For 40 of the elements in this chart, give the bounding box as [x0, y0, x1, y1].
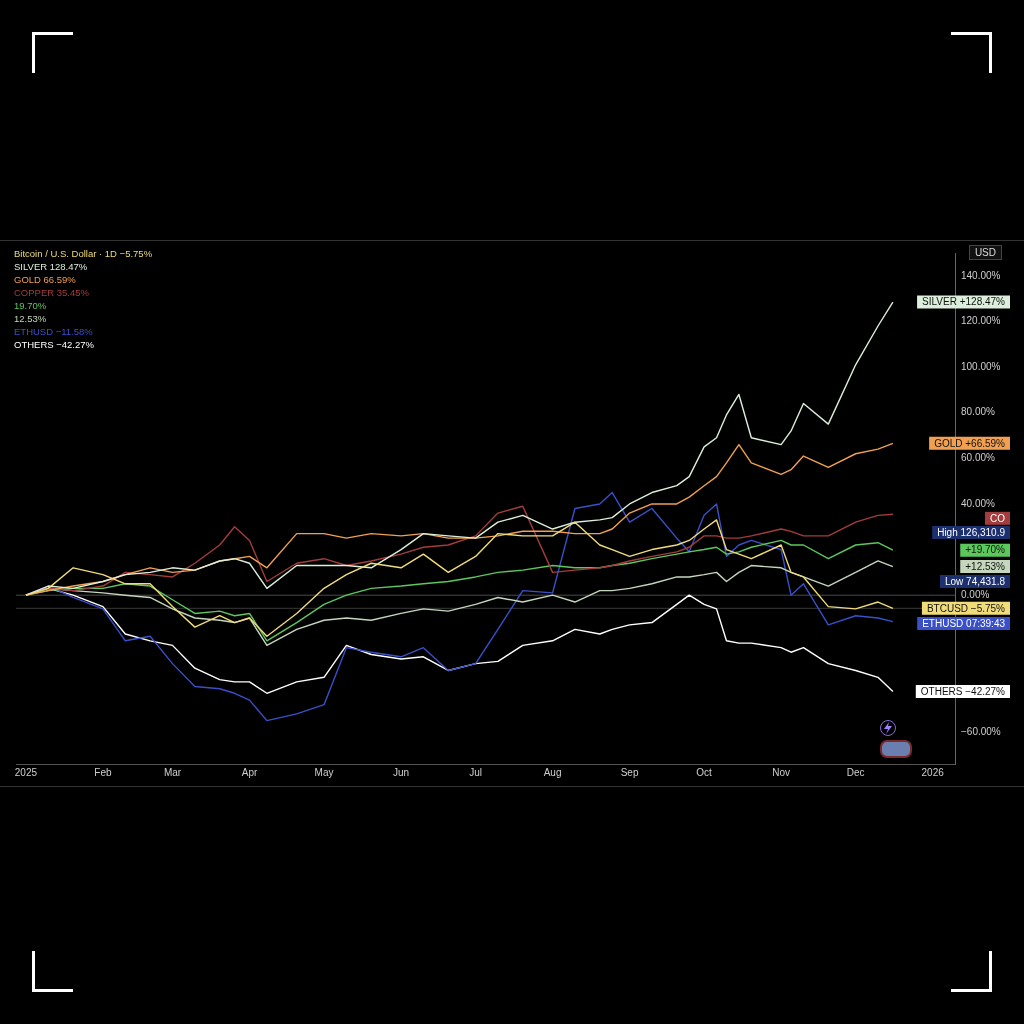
- x-tick-label: 2025: [14, 766, 38, 778]
- text: CO: [990, 512, 1006, 524]
- y-tick-label: 0.00%: [961, 588, 990, 600]
- y-tick-label: 40.00%: [961, 497, 996, 509]
- text: 19.70%: [14, 300, 47, 311]
- x-tick-label: May: [314, 766, 334, 778]
- annotation: Low 74,431.8: [944, 575, 1006, 587]
- x-tick-label: Apr: [241, 766, 258, 778]
- y-tick-label: 100.00%: [961, 360, 1001, 372]
- y-tick-label: 120.00%: [961, 315, 1001, 327]
- x-tick-label: Nov: [772, 766, 791, 778]
- x-tick-label: Jul: [469, 766, 482, 778]
- annotation: OTHERS −42.27%: [920, 685, 1006, 697]
- annotation: High 126,310.9: [937, 526, 1006, 538]
- annotation: ETHUSD 07:39:43: [922, 617, 1006, 629]
- annotation: SILVER +128.47%: [922, 296, 1006, 308]
- x-tick-label: Jun: [392, 766, 410, 778]
- y-tick-label: 80.00%: [961, 406, 996, 418]
- x-tick-label: Mar: [163, 766, 182, 778]
- text: USD: [968, 245, 1002, 260]
- annotation: GOLD +66.59%: [934, 437, 1006, 449]
- annotation: BTCUSD −5.75%: [926, 602, 1006, 614]
- text: +19.70%: [965, 544, 1006, 556]
- text: OTHERS −42.27%: [14, 339, 95, 350]
- x-tick-label: Aug: [543, 766, 562, 778]
- x-tick-label: Oct: [696, 766, 713, 778]
- text: SILVER 128.47%: [14, 261, 88, 272]
- y-tick-label: 140.00%: [961, 269, 1001, 281]
- y-tick-label: −60.00%: [961, 725, 1001, 737]
- text: Bitcoin / U.S. Dollar · 1D −5.75%: [14, 248, 153, 259]
- text: COPPER 35.45%: [14, 287, 89, 298]
- x-tick-label: Sep: [620, 766, 639, 778]
- text: ETHUSD −11.58%: [14, 326, 93, 337]
- text: 12.53%: [14, 313, 47, 324]
- text: GOLD 66.59%: [14, 274, 76, 285]
- x-tick-label: Dec: [846, 766, 865, 778]
- x-tick-label: 2026: [921, 766, 945, 778]
- y-tick-label: 60.00%: [961, 452, 996, 464]
- text: +12.53%: [965, 560, 1006, 572]
- x-tick-label: Feb: [94, 766, 112, 778]
